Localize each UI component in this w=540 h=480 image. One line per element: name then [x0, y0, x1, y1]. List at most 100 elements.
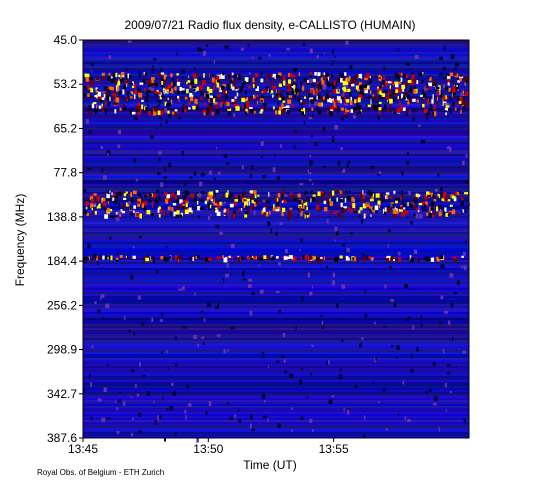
- texture-speckle: [431, 86, 433, 90]
- texture-speckle: [193, 198, 197, 203]
- texture-row: [83, 70, 469, 72]
- texture-speckle: [279, 92, 282, 98]
- texture-speckle: [226, 263, 229, 268]
- texture-speckle: [429, 206, 432, 212]
- texture-speckle: [413, 249, 418, 255]
- texture-speckle: [321, 97, 325, 102]
- texture-row: [83, 246, 469, 248]
- texture-speckle: [321, 192, 326, 198]
- texture-speckle: [377, 200, 381, 205]
- texture-speckle: [116, 431, 120, 434]
- texture-speckle: [432, 402, 437, 406]
- texture-speckle: [340, 107, 345, 111]
- texture-speckle: [391, 91, 395, 96]
- texture-speckle: [122, 106, 127, 110]
- texture-speckle: [420, 315, 423, 320]
- texture-speckle: [223, 212, 227, 215]
- texture-speckle: [378, 86, 382, 89]
- texture-speckle: [115, 217, 120, 222]
- texture-speckle: [444, 107, 448, 112]
- texture-speckle: [368, 207, 372, 211]
- texture-speckle: [200, 173, 204, 177]
- texture-speckle: [183, 207, 187, 211]
- texture-speckle: [244, 211, 248, 215]
- texture-speckle: [375, 357, 377, 361]
- texture-speckle: [407, 79, 412, 84]
- texture-row: [83, 336, 469, 338]
- texture-speckle: [121, 203, 124, 207]
- texture-speckle: [413, 108, 415, 113]
- texture-speckle: [116, 406, 119, 411]
- texture-row: [83, 144, 469, 146]
- texture-speckle: [378, 171, 382, 175]
- texture-speckle: [262, 199, 266, 203]
- texture-speckle: [358, 210, 361, 214]
- texture-speckle: [222, 72, 225, 76]
- texture-speckle: [251, 291, 256, 295]
- texture-speckle: [157, 99, 161, 103]
- texture-speckle: [225, 273, 229, 278]
- texture-row: [83, 400, 469, 402]
- texture-speckle: [319, 74, 323, 78]
- texture-speckle: [150, 134, 154, 139]
- texture-speckle: [100, 295, 102, 301]
- texture-row: [83, 352, 469, 354]
- texture-row: [83, 280, 469, 282]
- texture-speckle: [162, 88, 166, 91]
- texture-speckle: [432, 94, 434, 100]
- texture-speckle: [267, 418, 269, 422]
- texture-speckle: [390, 102, 392, 107]
- texture-speckle: [130, 274, 134, 280]
- texture-speckle: [164, 167, 166, 172]
- texture-speckle: [132, 246, 135, 249]
- texture-speckle: [358, 73, 362, 78]
- texture-speckle: [273, 206, 276, 212]
- texture-speckle: [302, 257, 304, 261]
- texture-speckle: [438, 256, 443, 259]
- texture-speckle: [305, 191, 309, 194]
- y-tick-label: 138.8: [47, 210, 77, 224]
- texture-row: [83, 120, 469, 122]
- texture-speckle: [448, 87, 451, 92]
- texture-row: [83, 330, 469, 332]
- texture-row: [83, 258, 469, 260]
- texture-speckle: [390, 256, 395, 260]
- texture-speckle: [452, 256, 457, 259]
- texture-speckle: [444, 383, 447, 388]
- texture-speckle: [114, 80, 118, 84]
- texture-speckle: [346, 207, 348, 210]
- texture-speckle: [254, 100, 256, 106]
- texture-speckle: [355, 85, 359, 90]
- texture-speckle: [446, 103, 450, 108]
- texture-speckle: [447, 78, 449, 84]
- texture-speckle: [196, 203, 200, 207]
- texture-speckle: [415, 213, 419, 219]
- texture-speckle: [217, 212, 220, 215]
- texture-speckle: [234, 103, 239, 107]
- texture-speckle: [112, 197, 115, 202]
- texture-speckle: [300, 238, 303, 243]
- texture-speckle: [449, 72, 454, 77]
- texture-speckle: [115, 72, 118, 78]
- texture-speckle: [440, 264, 445, 269]
- texture-speckle: [299, 183, 304, 186]
- texture-speckle: [141, 321, 145, 326]
- texture-speckle: [446, 87, 448, 91]
- texture-speckle: [92, 253, 97, 259]
- texture-speckle: [448, 212, 452, 215]
- texture-speckle: [278, 72, 282, 76]
- texture-speckle: [330, 106, 334, 112]
- texture-speckle: [143, 256, 145, 260]
- texture-speckle: [437, 103, 440, 108]
- texture-speckle: [312, 428, 314, 433]
- texture-speckle: [289, 207, 293, 210]
- texture-speckle: [151, 255, 155, 259]
- texture-row: [83, 88, 469, 90]
- texture-speckle: [164, 257, 169, 262]
- texture-speckle: [223, 92, 228, 96]
- texture-speckle: [170, 192, 174, 198]
- texture-speckle: [138, 108, 142, 112]
- texture-speckle: [253, 96, 256, 99]
- texture-speckle: [90, 257, 94, 263]
- texture-speckle: [271, 256, 275, 259]
